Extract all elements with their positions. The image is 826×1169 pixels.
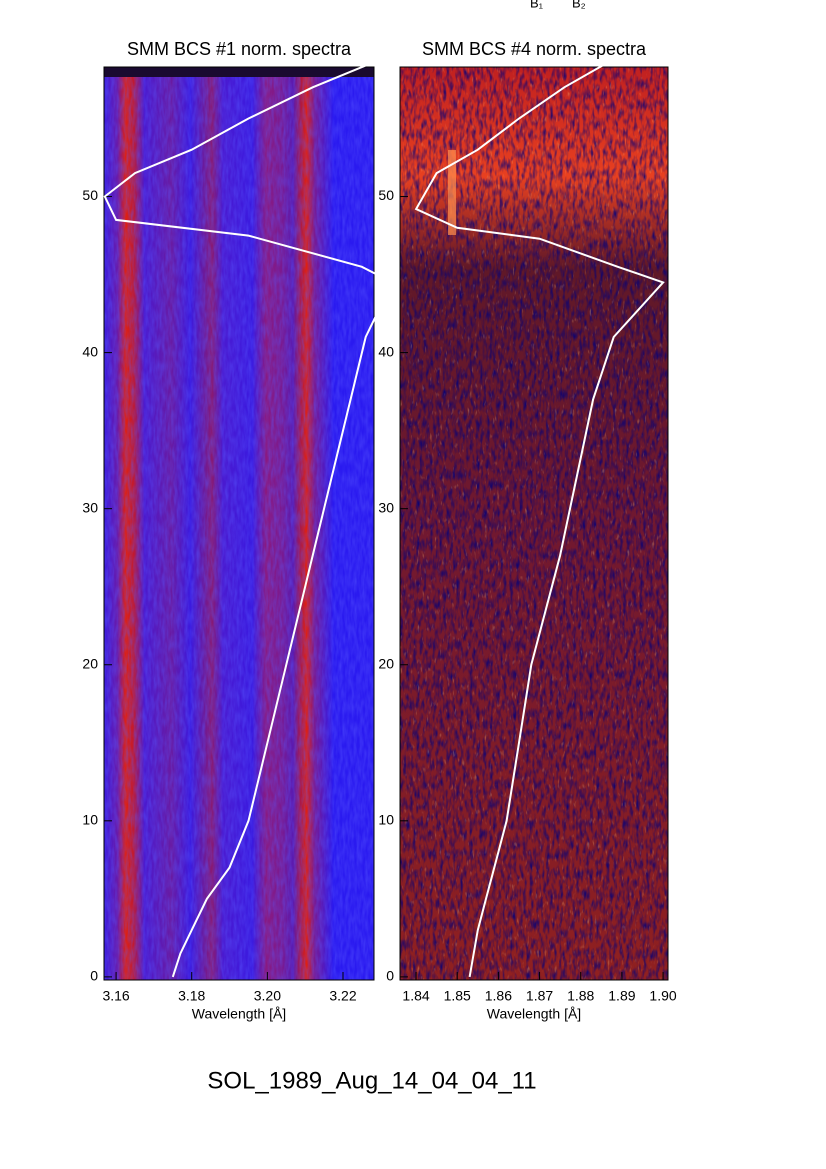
caption: SOL_1989_Aug_14_04_04_11	[207, 1067, 536, 1094]
y-tick-label: 0	[90, 968, 98, 984]
y-tick-label: 30	[378, 499, 394, 515]
y-tick-label: 0	[386, 968, 394, 984]
y-tick-label: 20	[378, 655, 394, 671]
x-axis-label: Wavelength [Å]	[192, 1006, 286, 1022]
y-tick-label: 50	[82, 187, 98, 203]
line	[414, 63, 665, 978]
x-tick-label: 1.89	[608, 988, 635, 1004]
annotation: B₁	[530, 0, 544, 10]
y-tick-label: 30	[82, 499, 98, 515]
y-tick-label: 10	[82, 812, 98, 828]
x-tick-label: 3.20	[254, 988, 281, 1004]
spectrum-2	[400, 67, 668, 980]
x-tick-label: 1.86	[485, 988, 512, 1004]
y-tick-label: 40	[82, 343, 98, 359]
y-tick-label: 20	[82, 655, 98, 671]
x-tick-label: 1.85	[444, 988, 471, 1004]
y-tick-label: 50	[378, 187, 394, 203]
y-tick-label: 40	[378, 343, 394, 359]
y-tick-label: 10	[378, 812, 394, 828]
x-axis-label: Wavelength [Å]	[487, 1006, 581, 1022]
x-tick-label: 3.18	[178, 988, 205, 1004]
x-tick-label: 1.84	[402, 988, 429, 1004]
chart-title: SMM BCS #1 norm. spectra	[127, 39, 352, 59]
plot-frame	[103, 66, 375, 981]
x-tick-label: 3.22	[329, 988, 356, 1004]
x-tick-label: 1.88	[567, 988, 594, 1004]
chart-title: SMM BCS #4 norm. spectra	[422, 39, 647, 59]
x-tick-label: 1.90	[649, 988, 676, 1004]
x-tick-label: 3.16	[102, 988, 129, 1004]
annotation: B₂	[572, 0, 586, 10]
line	[103, 62, 394, 978]
plot-frame	[399, 66, 669, 981]
spectrum-1	[104, 67, 374, 980]
x-tick-label: 1.87	[526, 988, 553, 1004]
